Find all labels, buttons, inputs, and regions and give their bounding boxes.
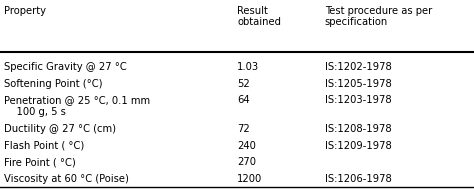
Text: Result
obtained: Result obtained xyxy=(237,6,281,27)
Text: Ductility @ 27 °C (cm): Ductility @ 27 °C (cm) xyxy=(4,124,116,134)
Text: IS:1205-1978: IS:1205-1978 xyxy=(325,79,392,89)
Text: 270: 270 xyxy=(237,157,256,167)
Text: IS:1202-1978: IS:1202-1978 xyxy=(325,62,392,72)
Text: 64: 64 xyxy=(237,95,250,105)
Text: IS:1209-1978: IS:1209-1978 xyxy=(325,141,392,151)
Text: IS:1208-1978: IS:1208-1978 xyxy=(325,124,392,134)
Text: 72: 72 xyxy=(237,124,250,134)
Text: Fire Point ( °C): Fire Point ( °C) xyxy=(4,157,75,167)
Text: 52: 52 xyxy=(237,79,250,89)
Text: Specific Gravity @ 27 °C: Specific Gravity @ 27 °C xyxy=(4,62,127,72)
Text: Penetration @ 25 °C, 0.1 mm
    100 g, 5 s: Penetration @ 25 °C, 0.1 mm 100 g, 5 s xyxy=(4,95,150,117)
Text: 240: 240 xyxy=(237,141,256,151)
Text: 1.03: 1.03 xyxy=(237,62,259,72)
Text: Test procedure as per
specification: Test procedure as per specification xyxy=(325,6,432,27)
Text: Softening Point (°C): Softening Point (°C) xyxy=(4,79,102,89)
Text: IS:1206-1978: IS:1206-1978 xyxy=(325,174,392,184)
Text: 1200: 1200 xyxy=(237,174,262,184)
Text: Viscosity at 60 °C (Poise): Viscosity at 60 °C (Poise) xyxy=(4,174,128,184)
Text: IS:1203-1978: IS:1203-1978 xyxy=(325,95,392,105)
Text: Property: Property xyxy=(4,6,46,16)
Text: Flash Point ( °C): Flash Point ( °C) xyxy=(4,141,84,151)
